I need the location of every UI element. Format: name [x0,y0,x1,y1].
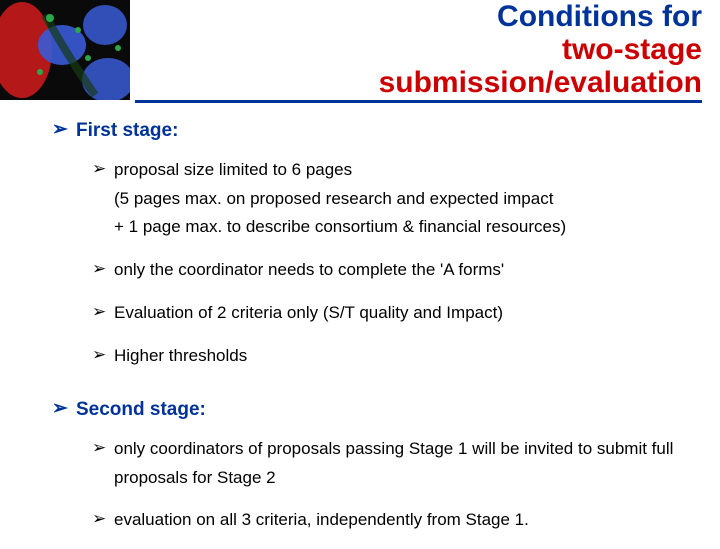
bullet-text: Higher thresholds [114,342,247,371]
bullet-arrow-icon: ➢ [92,435,114,493]
bullet-arrow-icon: ➢ [92,342,114,371]
bullet-text: only coordinators of proposals passing S… [114,435,692,493]
bullet-arrow-icon: ➢ [92,506,114,535]
bullet-arrow-icon: ➢ [92,256,114,285]
heading-text: Second stage: [76,397,206,423]
stage1-heading: ➢ First stage: [52,118,692,144]
slide-title: Conditions for two-stage submission/eval… [135,0,702,99]
bullet-arrow-icon: ➢ [92,299,114,328]
heading-text: First stage: [76,118,178,144]
title-line-3: submission/evaluation [135,66,702,99]
title-line-1: Conditions for [135,0,702,33]
stage2-bullet: ➢ evaluation on all 3 criteria, independ… [92,506,692,535]
bullet-arrow-icon: ➢ [92,156,114,243]
title-line-2: two-stage [135,33,702,66]
stage1-bullet: ➢ Evaluation of 2 criteria only (S/T qua… [92,299,692,328]
bullet-text: proposal size limited to 6 pages(5 pages… [114,156,566,243]
stage2-bullet: ➢ only coordinators of proposals passing… [92,435,692,493]
bullet-text: evaluation on all 3 criteria, independen… [114,506,529,535]
bullet-text: Evaluation of 2 criteria only (S/T quali… [114,299,503,328]
bullet-arrow-icon: ➢ [52,397,76,423]
stage1-bullet: ➢ Higher thresholds [92,342,692,371]
stage2-heading: ➢ Second stage: [52,397,692,423]
stage1-bullet: ➢ only the coordinator needs to complete… [92,256,692,285]
slide-body: ➢ First stage: ➢ proposal size limited t… [52,118,692,549]
stage1-bullet: ➢ proposal size limited to 6 pages(5 pag… [92,156,692,243]
slide-thumbnail [0,0,130,100]
bullet-text: only the coordinator needs to complete t… [114,256,504,285]
bullet-arrow-icon: ➢ [52,118,76,144]
title-underline [135,100,702,103]
